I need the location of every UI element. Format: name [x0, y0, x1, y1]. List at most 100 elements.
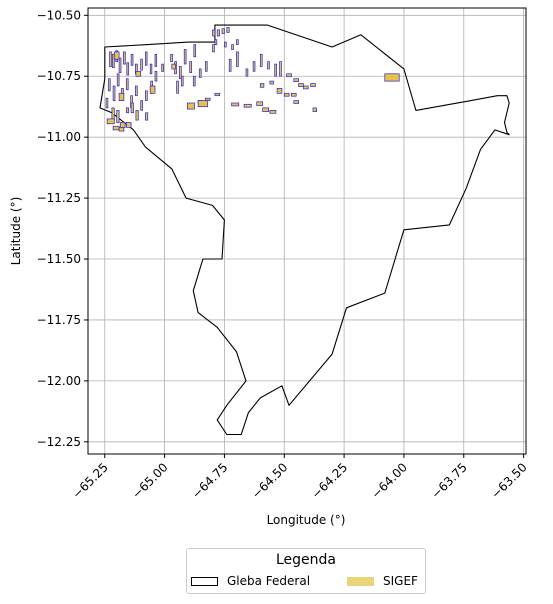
sigef-parcel [119, 122, 126, 128]
y-axis-ticks: −10.50 −10.75 −11.00 −11.25 −11.50 −11.75 −12.… [37, 8, 88, 449]
legend-item-sigef: SIGEF [347, 574, 418, 588]
sigef-parcel [228, 58, 232, 72]
x-tick-label: −63.50 [488, 460, 529, 501]
sigef-parcel [112, 53, 115, 69]
sigef-parcel [276, 88, 283, 94]
sigef-parcel [154, 53, 158, 67]
y-tick-label: −12.00 [37, 374, 81, 388]
sigef-parcel [269, 80, 274, 85]
sigef-parcel [293, 100, 299, 104]
sigef-parcel [259, 83, 265, 88]
sigef-parcel [189, 61, 192, 73]
x-tick-label: −64.75 [189, 460, 230, 501]
legend-label-sigef: SIGEF [383, 574, 418, 588]
legend-swatch-sigef [347, 576, 374, 586]
sigef-parcel [192, 75, 196, 87]
sigef-parcel [118, 57, 122, 73]
plot-frame [87, 7, 527, 455]
sigef-parcel [123, 51, 126, 65]
sigef-parcel [212, 29, 216, 37]
sigef-parcel [274, 63, 277, 77]
legend-item-gleba-federal: Gleba Federal [191, 574, 310, 588]
sigef-parcel [267, 61, 270, 70]
y-tick-label: −11.00 [37, 130, 81, 144]
sigef-parcel [286, 73, 292, 78]
sigef-parcel [109, 51, 112, 67]
y-tick-label: −11.50 [37, 252, 81, 266]
legend-title: Legenda [275, 552, 336, 568]
sigef-parcel [106, 118, 115, 125]
sigef-parcels [105, 27, 400, 132]
sigef-parcel [312, 107, 317, 112]
sigef-parcel [118, 127, 125, 132]
sigef-parcel [130, 53, 134, 66]
x-axis-ticks: −65.25 −65.00 −64.75 −64.50 −64.25 −64.00 −63.… [70, 454, 530, 502]
sigef-parcel [145, 90, 148, 101]
sigef-parcel [116, 73, 120, 87]
sigef-parcel [212, 44, 215, 53]
sigef-parcel [236, 51, 239, 67]
sigef-parcel [170, 53, 173, 62]
sigef-parcel [384, 73, 400, 82]
sigef-parcel [135, 85, 138, 97]
sigef-parcel [310, 83, 316, 87]
sigef-parcel [214, 39, 218, 45]
sigef-parcel [107, 78, 111, 92]
sigef-parcel [262, 107, 270, 112]
x-tick-label: −64.25 [309, 460, 350, 501]
sigef-parcel [105, 97, 109, 109]
sigef-parcel [183, 49, 187, 65]
sigef-parcel [216, 29, 220, 37]
legend: Legenda Gleba Federal SIGEF [186, 548, 426, 594]
y-tick-label: −11.75 [37, 313, 81, 327]
sigef-parcel [135, 110, 139, 121]
sigef-parcel [125, 122, 132, 128]
plot-area [99, 24, 510, 436]
x-tick-label: −65.25 [70, 460, 111, 501]
sigef-parcel [186, 102, 195, 110]
sigef-parcel [145, 51, 148, 66]
legend-swatch-gleba-federal [191, 576, 218, 586]
sigef-parcel [303, 85, 309, 90]
grid-lines [88, 8, 526, 454]
sigef-parcel [126, 62, 130, 76]
sigef-parcel [116, 110, 120, 123]
x-tick-label: −64.50 [249, 460, 290, 501]
sigef-parcel [298, 83, 304, 87]
sigef-parcel [154, 71, 158, 82]
sigef-parcel [180, 75, 184, 87]
sigef-parcel [291, 92, 297, 97]
sigef-parcel [197, 100, 209, 108]
sigef-parcel [243, 103, 252, 108]
sigef-parcel [112, 85, 116, 101]
sigef-parcel [113, 51, 120, 60]
gleba-federal-outline [99, 24, 510, 436]
sigef-parcel [161, 63, 164, 72]
sigef-parcel [221, 28, 225, 34]
sigef-parcel [125, 78, 129, 91]
y-tick-label: −10.50 [37, 8, 81, 22]
sigef-parcel [118, 92, 125, 101]
x-tick-label: −63.75 [429, 460, 470, 501]
sigef-parcel [231, 102, 240, 107]
sigef-parcel [140, 100, 143, 111]
sigef-parcel [171, 63, 176, 70]
x-tick-label: −65.00 [129, 460, 170, 501]
sigef-parcel [204, 61, 208, 72]
sigef-parcel [269, 110, 277, 114]
sigef-parcel [236, 39, 239, 45]
sigef-parcel [279, 61, 282, 77]
sigef-parcel [149, 63, 153, 75]
y-tick-label: −11.25 [37, 191, 81, 205]
sigef-parcel [245, 68, 249, 77]
sigef-parcel [231, 44, 234, 50]
sigef-parcel [179, 66, 182, 80]
x-tick-label: −64.00 [369, 460, 410, 501]
sigef-parcel [140, 58, 143, 71]
sigef-parcel [135, 71, 142, 77]
sigef-parcel [293, 78, 299, 82]
y-tick-label: −10.75 [37, 69, 81, 83]
sigef-parcel [252, 61, 256, 72]
legend-label-gleba-federal: Gleba Federal [227, 574, 311, 588]
